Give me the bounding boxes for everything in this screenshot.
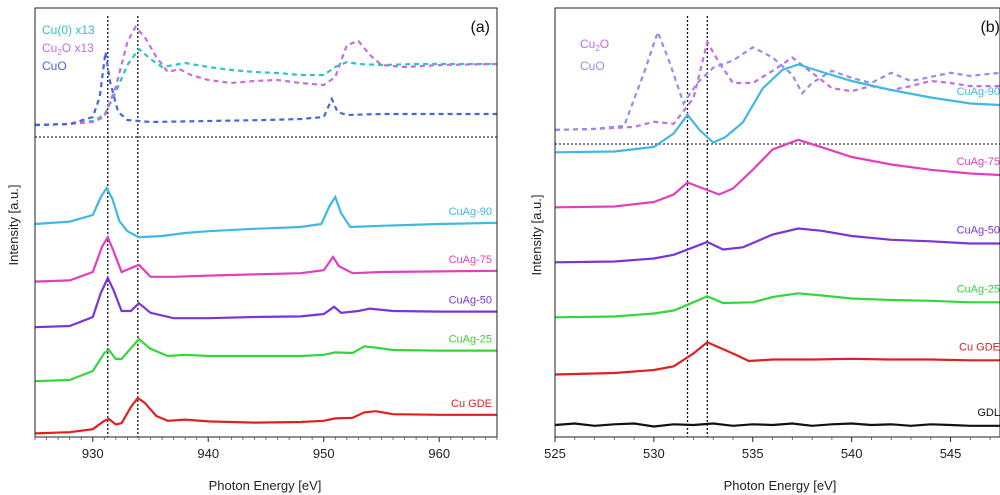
plot-frame xyxy=(554,7,1000,438)
panel-a: Cu(0) x13 Cu2O x13 CuO CuAg-90 CuAg-75 CuAg-5… xyxy=(6,7,498,493)
legend-label: CuO xyxy=(580,59,605,73)
series-label: Cu GDE xyxy=(451,398,492,410)
series-label: CuAg-75 xyxy=(957,156,1000,168)
x-tick-label: 535 xyxy=(742,446,764,461)
series-label: CuAg-50 xyxy=(449,295,492,307)
x-tick-label: 545 xyxy=(940,446,962,461)
reference-spectrum-cuo xyxy=(554,28,1000,131)
series-label: Cu GDE xyxy=(959,341,1000,353)
spectrum-cuag-75 xyxy=(554,138,1000,209)
reference-spectrum-cu2o xyxy=(554,39,1000,131)
x-axis-label: Photon Energy [eV] xyxy=(724,478,837,493)
reference-spectrum-cuo xyxy=(34,51,497,127)
x-tick-label: 540 xyxy=(841,446,863,461)
spectrum-cuag-90 xyxy=(554,63,1000,154)
y-axis-label: Intensity [a.u.] xyxy=(529,195,544,276)
panel-label: (a) xyxy=(470,19,490,36)
series-label: CuAg-50 xyxy=(957,225,1000,237)
spectrum-gdl xyxy=(554,422,1000,428)
series-label: CuAg-75 xyxy=(449,254,492,266)
x-tick-label: 530 xyxy=(643,446,665,461)
spectrum-cuag-25 xyxy=(34,337,497,383)
x-tick-label: 950 xyxy=(313,446,335,461)
x-tick-label: 930 xyxy=(82,446,104,461)
series-label: GDL xyxy=(977,407,1000,419)
series-label: CuAg-25 xyxy=(957,283,1000,295)
spectrum-cuag-90 xyxy=(34,185,498,239)
x-tick-label: 525 xyxy=(544,446,566,461)
series-label: CuAg-25 xyxy=(449,334,492,346)
legend-label: Cu2O xyxy=(580,37,609,53)
series-label: CuAg-90 xyxy=(957,86,1000,98)
spectrum-cuag-75 xyxy=(34,234,498,283)
x-tick-label: 960 xyxy=(428,446,450,461)
spectrum-cuag-50 xyxy=(554,227,1000,264)
legend-label: CuO xyxy=(42,59,67,73)
spectrum-cuag-25 xyxy=(554,292,1000,319)
spectrum-cuag-50 xyxy=(34,275,497,329)
x-tick-label: 940 xyxy=(197,446,219,461)
series-label: CuAg-90 xyxy=(449,206,492,218)
spectrum-cu-gde xyxy=(34,396,497,435)
reference-spectrum-cu2o-x13 xyxy=(34,25,498,127)
panel-label: (b) xyxy=(980,19,1000,36)
panel-b: Cu2O CuO CuAg-90 CuAg-75 CuAg-50 CuAg-25 Cu GD… xyxy=(529,7,1000,493)
legend-label: Cu2O x13 xyxy=(42,41,94,57)
x-axis-label: Photon Energy [eV] xyxy=(209,478,322,493)
y-axis-label: Intensity [a.u.] xyxy=(6,185,21,266)
spectrum-cu-gde xyxy=(554,341,1000,376)
legend-label: Cu(0) x13 xyxy=(42,23,95,37)
reference-spectrum-cu-0-x13 xyxy=(34,47,497,127)
